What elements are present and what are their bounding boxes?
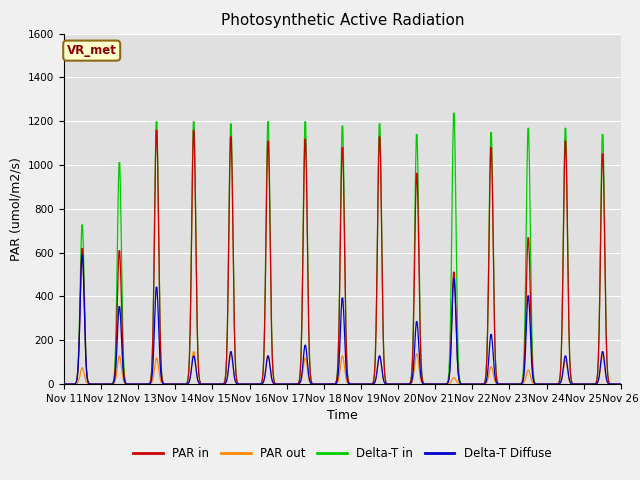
- Y-axis label: PAR (umol/m2/s): PAR (umol/m2/s): [10, 157, 22, 261]
- Text: VR_met: VR_met: [67, 44, 116, 57]
- Title: Photosynthetic Active Radiation: Photosynthetic Active Radiation: [221, 13, 464, 28]
- X-axis label: Time: Time: [327, 409, 358, 422]
- Legend: PAR in, PAR out, Delta-T in, Delta-T Diffuse: PAR in, PAR out, Delta-T in, Delta-T Dif…: [129, 443, 556, 465]
